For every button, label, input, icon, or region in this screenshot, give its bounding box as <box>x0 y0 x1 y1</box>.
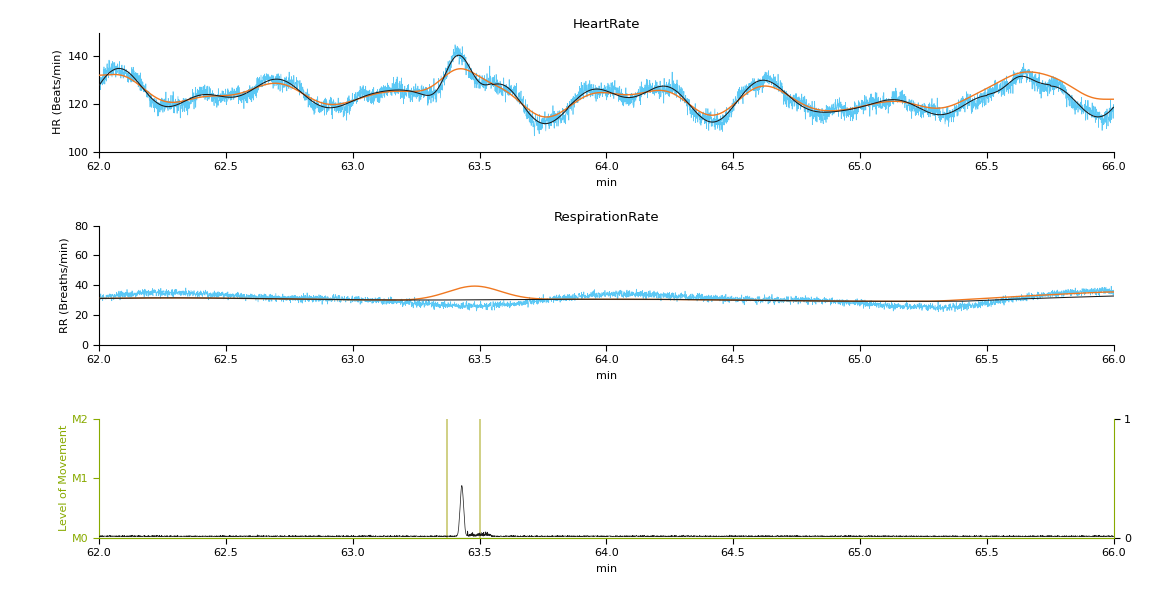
Y-axis label: HR (Beats/min): HR (Beats/min) <box>52 50 62 135</box>
Y-axis label: RR (Breaths/min): RR (Breaths/min) <box>59 238 69 333</box>
Y-axis label: Level of Movement: Level of Movement <box>59 425 69 531</box>
Title: HeartRate: HeartRate <box>573 18 640 31</box>
X-axis label: min: min <box>596 371 617 381</box>
X-axis label: min: min <box>596 564 617 574</box>
Title: RespirationRate: RespirationRate <box>554 212 659 225</box>
X-axis label: min: min <box>596 178 617 188</box>
